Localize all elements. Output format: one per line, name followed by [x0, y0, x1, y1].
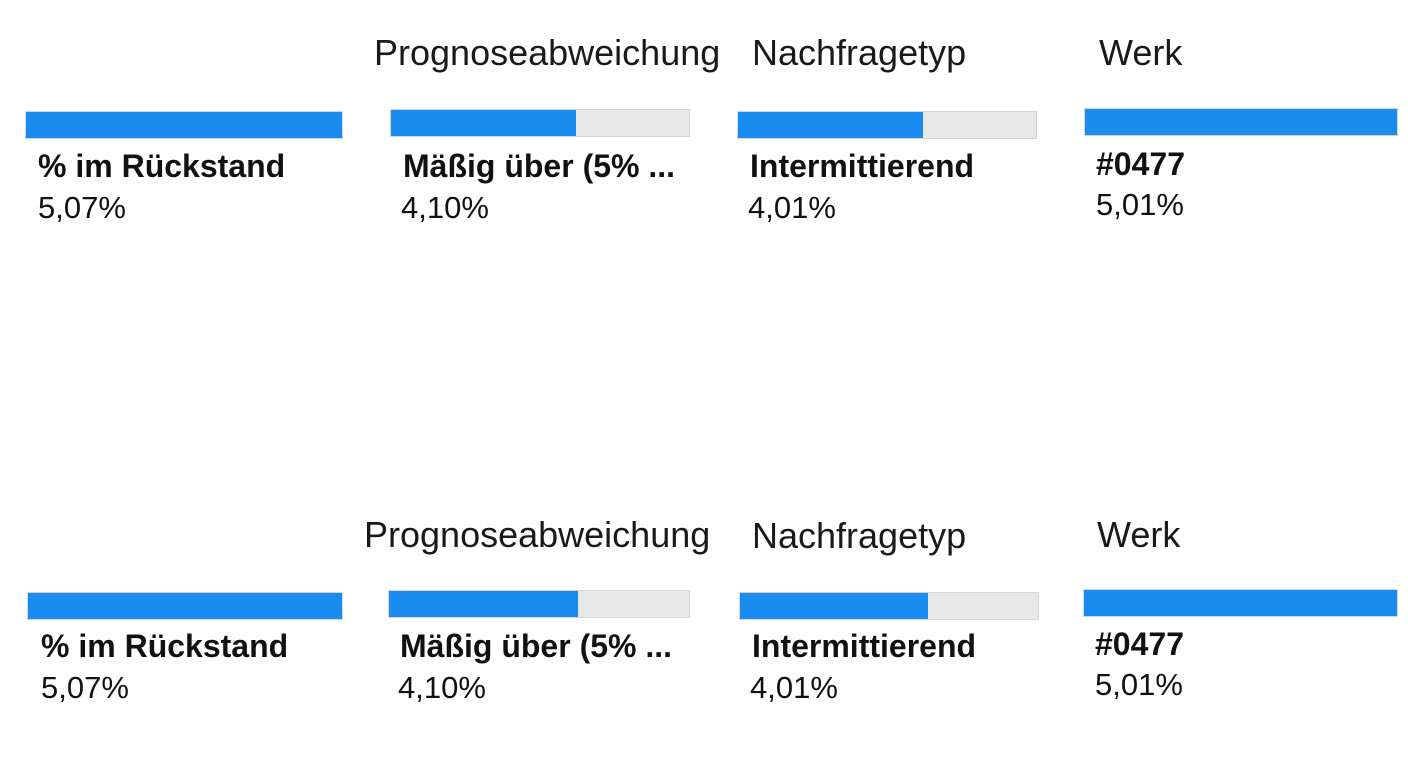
nachfragetyp-node-value: 4,01%: [748, 190, 836, 225]
werk-node-bar-fill: [1084, 590, 1397, 616]
root-node-bar-fill: [26, 112, 342, 138]
level-header-werk[interactable]: Werk: [1099, 32, 1183, 73]
nachfragetyp-node-bar[interactable]: [737, 111, 1037, 139]
nachfragetyp-node-bar[interactable]: [739, 592, 1039, 620]
prognoseabweichung-node-bar[interactable]: [390, 109, 690, 137]
prognoseabweichung-node-bar[interactable]: [388, 590, 690, 618]
root-node-value: 5,07%: [41, 670, 129, 705]
prognoseabweichung-node-bar-fill: [389, 591, 578, 617]
werk-node-name: #0477: [1096, 146, 1185, 182]
level-header-werk[interactable]: Werk: [1097, 514, 1181, 555]
nachfragetyp-node-name: Intermittierend: [750, 148, 975, 184]
werk-node-name: #0477: [1095, 626, 1184, 662]
level-header-prognoseabweichung[interactable]: Prognoseabweichung: [374, 32, 721, 73]
prognoseabweichung-node-value: 4,10%: [401, 190, 489, 225]
prognoseabweichung-node-bar-fill: [391, 110, 576, 136]
werk-node-bar[interactable]: [1083, 589, 1398, 617]
level-header-nachfragetyp[interactable]: Nachfragetyp: [752, 32, 967, 73]
prognoseabweichung-node-value: 4,10%: [398, 670, 486, 705]
werk-node-bar[interactable]: [1084, 108, 1398, 136]
root-node-name: % im Rückstand: [41, 628, 289, 664]
root-node-bar[interactable]: [25, 111, 343, 139]
level-header-prognoseabweichung[interactable]: Prognoseabweichung: [364, 514, 711, 555]
root-node-value: 5,07%: [38, 190, 126, 225]
nachfragetyp-node-name: Intermittierend: [752, 628, 977, 664]
prognoseabweichung-node-name: Mäßig über (5% ...: [400, 628, 673, 664]
nachfragetyp-node-value: 4,01%: [750, 670, 838, 705]
root-node-name: % im Rückstand: [38, 148, 286, 184]
root-node-bar-fill: [28, 593, 342, 619]
werk-node-value: 5,01%: [1096, 187, 1184, 222]
prognoseabweichung-node-name: Mäßig über (5% ...: [403, 148, 676, 184]
werk-node-value: 5,01%: [1095, 667, 1183, 702]
level-header-nachfragetyp[interactable]: Nachfragetyp: [752, 515, 967, 556]
root-node-bar[interactable]: [27, 592, 343, 620]
nachfragetyp-node-bar-fill: [738, 112, 923, 138]
werk-node-bar-fill: [1085, 109, 1397, 135]
nachfragetyp-node-bar-fill: [740, 593, 928, 619]
